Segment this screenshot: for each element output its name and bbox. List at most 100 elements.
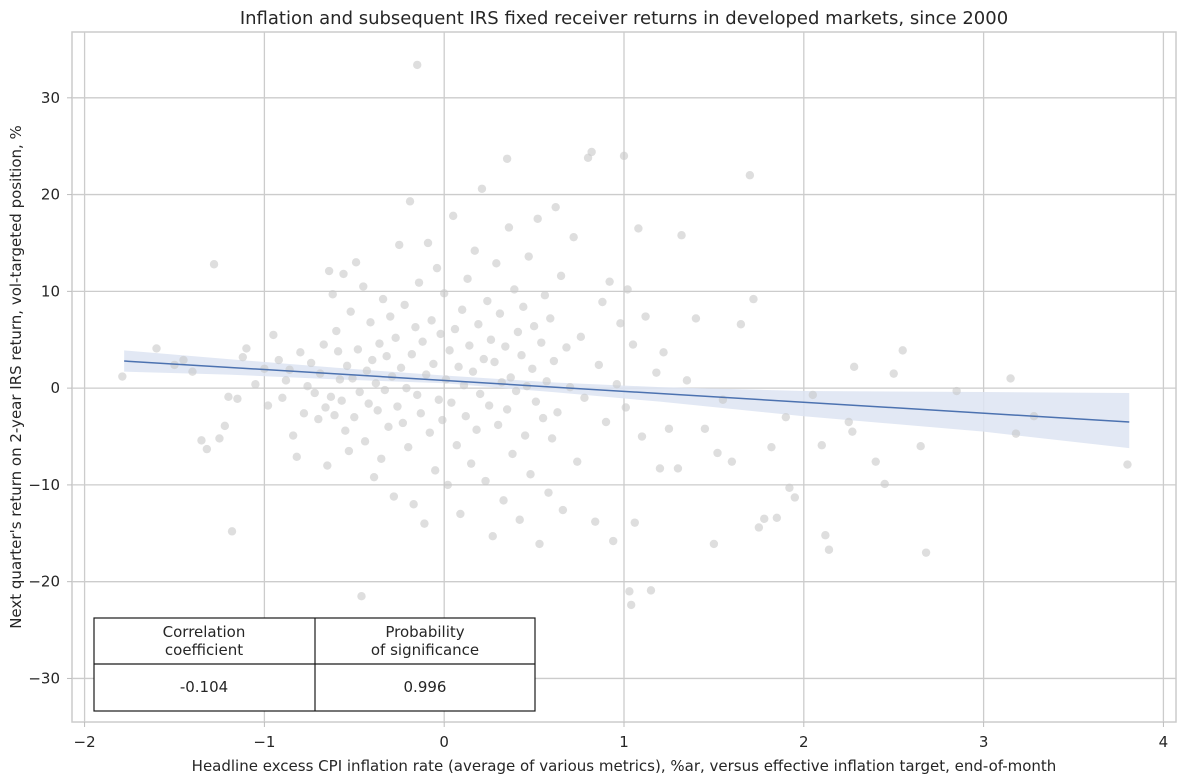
scatter-point: [477, 184, 487, 193]
scatter-point: [389, 492, 399, 501]
y-tick-label: 30: [41, 89, 60, 107]
scatter-point: [281, 376, 291, 385]
scatter-point: [152, 344, 161, 353]
scatter-point: [637, 432, 647, 441]
scatter-point: [517, 351, 526, 360]
scatter-point: [396, 363, 406, 373]
scatter-point: [821, 531, 830, 540]
x-tick-label: 1: [619, 733, 629, 751]
scatter-point: [348, 374, 357, 383]
scatter-point: [474, 320, 483, 329]
scatter-point: [335, 375, 345, 384]
scatter-point: [537, 338, 546, 347]
scatter-point: [767, 442, 776, 452]
scatter-point: [285, 365, 294, 374]
scatter-point: [546, 314, 555, 323]
scatter-point: [598, 297, 607, 307]
scatter-point: [625, 587, 634, 596]
scatter-point: [844, 417, 853, 427]
scatter-point: [324, 266, 334, 276]
scatter-point: [609, 536, 618, 546]
scatter-point: [452, 441, 461, 450]
scatter-point: [483, 296, 492, 306]
scatter-point: [544, 488, 553, 497]
scatter-point: [749, 294, 758, 304]
scatter-point: [916, 441, 925, 451]
scatter-point: [427, 316, 436, 325]
scatter-point: [529, 321, 539, 331]
scatter-point: [871, 457, 880, 466]
scatter-point: [790, 493, 800, 502]
scatter-point: [490, 357, 499, 367]
scatter-point: [515, 515, 524, 524]
scatter-point: [292, 452, 301, 462]
scatter-point: [380, 385, 390, 395]
scatter-point: [375, 339, 384, 348]
scatter-point: [321, 403, 330, 412]
scatter-point: [269, 330, 278, 340]
scatter-point: [450, 324, 460, 334]
scatter-point: [170, 360, 179, 370]
scatter-point: [506, 373, 515, 382]
scatter-point: [461, 411, 470, 421]
scatter-point: [333, 347, 343, 356]
scatter-point: [502, 405, 512, 414]
scatter-point: [511, 386, 521, 396]
scatter-point: [493, 420, 503, 430]
x-tick-label: 3: [979, 733, 989, 751]
scatter-point: [454, 362, 463, 372]
scatter-point: [619, 151, 629, 161]
scatter-point: [551, 202, 560, 212]
scatter-point: [466, 459, 476, 468]
scatter-point: [817, 441, 826, 450]
scatter-point: [772, 513, 782, 523]
scatter-point: [432, 263, 442, 273]
scatter-point: [709, 539, 719, 549]
scatter-point: [371, 379, 381, 388]
scatter-point: [520, 431, 530, 440]
scatter-point: [587, 147, 596, 157]
scatter-point: [251, 380, 260, 389]
x-tick-label: −1: [253, 733, 275, 751]
scatter-point: [384, 422, 393, 432]
chart-title: Inflation and subsequent IRS fixed recei…: [240, 8, 1008, 29]
scatter-point: [889, 369, 898, 378]
scatter-point: [504, 223, 514, 232]
scatter-point: [849, 362, 859, 372]
scatter-point: [569, 232, 578, 242]
scatter-point: [448, 211, 458, 221]
scatter-point: [745, 171, 755, 180]
regression-line: [124, 360, 1130, 423]
scatter-point: [562, 343, 571, 352]
scatter-point: [457, 305, 467, 314]
scatter-point: [601, 417, 611, 427]
scatter-point: [202, 444, 212, 454]
scatter-point: [630, 518, 639, 527]
scatter-point: [369, 472, 379, 482]
scatter-point: [760, 514, 769, 523]
scatter-point: [1123, 460, 1132, 469]
scatter-point: [288, 431, 298, 440]
scatter-point: [594, 360, 604, 370]
y-tick-label: −30: [28, 669, 60, 687]
scatter-point: [682, 376, 692, 385]
scatter-point: [785, 483, 794, 493]
scatter-point: [612, 380, 622, 389]
scatter-point: [220, 421, 230, 431]
scatter-point: [677, 231, 686, 240]
scatter-point: [1006, 374, 1015, 383]
scatter-point: [533, 214, 542, 223]
scatter-point: [558, 505, 568, 515]
scatter-point: [341, 426, 350, 435]
scatter-point: [332, 326, 341, 336]
scatter-point: [278, 393, 287, 403]
scatter-point: [547, 434, 557, 443]
scatter-point: [350, 412, 359, 422]
table-header-correlation-line2: coefficient: [165, 641, 243, 659]
scatter-point: [700, 424, 710, 433]
scatter-point: [472, 425, 481, 434]
regression-fit-line: [124, 360, 1130, 423]
scatter-point: [754, 523, 764, 532]
scatter-point: [360, 437, 370, 446]
scatter-point: [646, 586, 656, 595]
